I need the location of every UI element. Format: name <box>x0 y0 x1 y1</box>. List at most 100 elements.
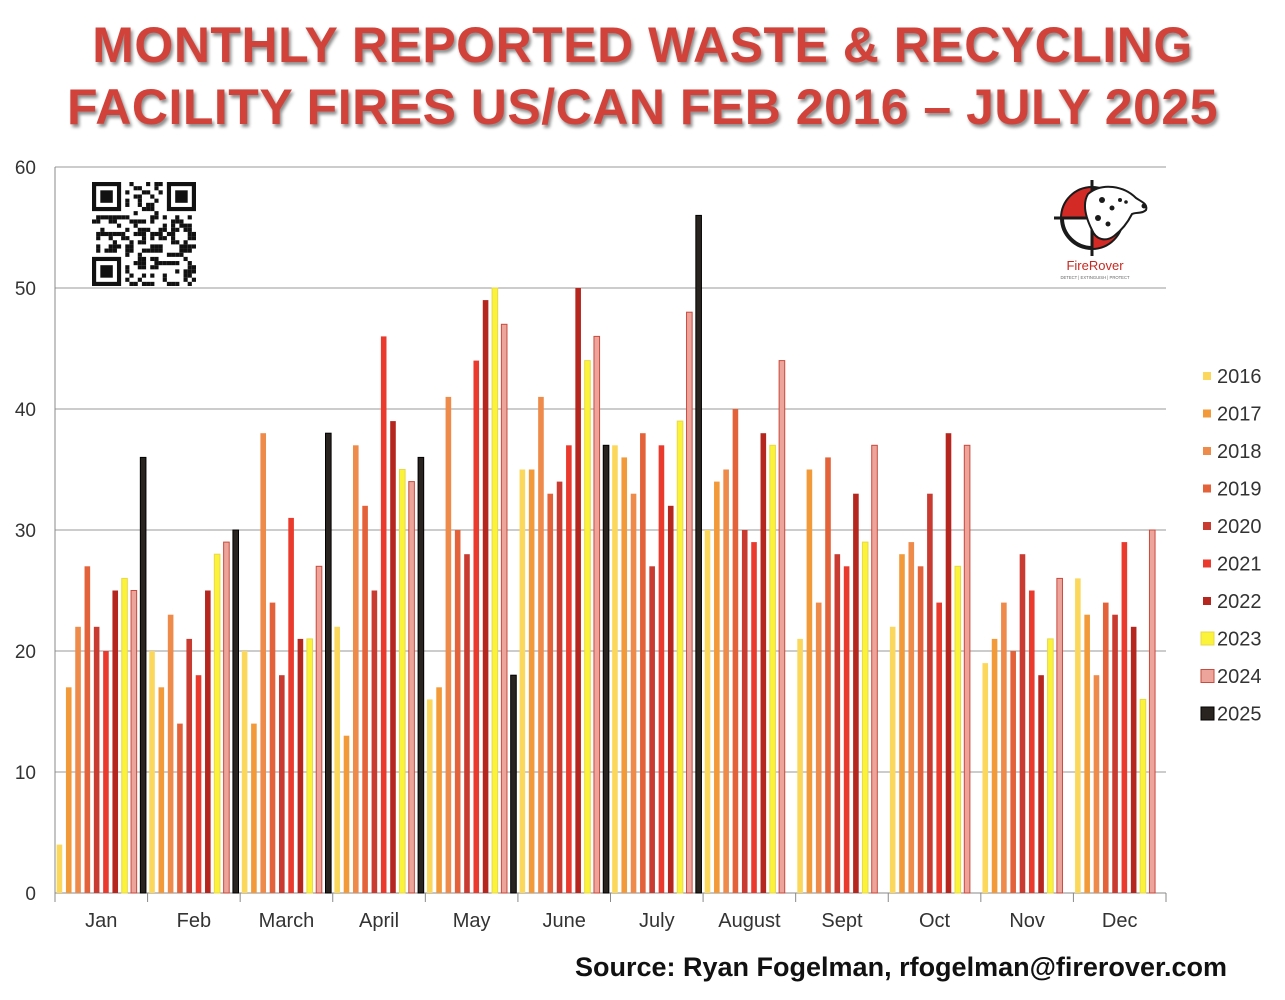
bar-march-2019 <box>269 602 276 893</box>
bar-sept-2017 <box>806 469 813 893</box>
bar-dec-2023 <box>1139 698 1147 894</box>
chart-title: MONTHLY REPORTED WASTE & RECYCLING FACIL… <box>0 14 1285 138</box>
legend-swatch-2016 <box>1203 372 1211 380</box>
chart-title-line-2: FACILITY FIRES US/CAN FEB 2016 – JULY 20… <box>66 79 1219 135</box>
bar-jan-2019 <box>84 566 91 893</box>
bar-march-2022 <box>297 638 304 893</box>
legend-label-2024: 2024 <box>1217 666 1262 688</box>
bar-march-2025 <box>325 432 332 894</box>
bar-may-2018 <box>445 396 452 893</box>
bar-feb-2020 <box>186 638 193 893</box>
bar-oct-2020 <box>927 493 933 893</box>
bar-june-2025 <box>602 444 610 894</box>
bar-march-2017 <box>251 723 257 893</box>
bar-june-2023 <box>584 360 591 894</box>
legend-swatch-2025 <box>1200 706 1215 721</box>
x-tick-label: July <box>639 910 675 932</box>
bar-april-2019 <box>362 505 368 893</box>
bar-feb-2016 <box>149 651 155 893</box>
bar-nov-2020 <box>1019 554 1026 893</box>
bar-april-2018 <box>352 445 359 893</box>
bar-may-2022 <box>482 300 489 894</box>
bar-july-2018 <box>630 493 637 893</box>
bar-jan-2025 <box>139 456 147 894</box>
x-tick-label: April <box>359 910 399 932</box>
x-tick-label: Dec <box>1102 910 1138 932</box>
bar-sept-2022 <box>853 493 859 893</box>
source-credit: Source: Ryan Fogelman, rfogelman@firerov… <box>575 952 1227 982</box>
bar-feb-2021 <box>195 675 202 893</box>
y-tick-label: 40 <box>15 400 36 421</box>
bar-july-2016 <box>612 445 618 893</box>
bar-may-2019 <box>454 530 461 893</box>
bar-august-2021 <box>751 542 757 893</box>
bar-nov-2023 <box>1047 638 1054 894</box>
bar-june-2018 <box>538 396 544 893</box>
bar-august-2017 <box>714 481 720 893</box>
bar-august-2020 <box>741 530 748 893</box>
y-tick-label: 60 <box>15 158 36 179</box>
logo-name: FireRover <box>1066 258 1124 273</box>
legend-label-2019: 2019 <box>1217 479 1262 501</box>
bar-april-2016 <box>334 626 340 893</box>
bar-march-2023 <box>306 638 314 894</box>
y-tick-label: 10 <box>15 763 36 784</box>
bar-april-2021 <box>380 336 387 893</box>
bar-jan-2022 <box>112 590 119 893</box>
legend-swatch-2024 <box>1200 669 1215 683</box>
bar-may-2016 <box>426 699 433 893</box>
bar-august-2016 <box>704 530 711 893</box>
bar-jan-2023 <box>121 577 128 894</box>
bar-august-2019 <box>732 409 739 893</box>
legend-label-2018: 2018 <box>1217 441 1262 463</box>
bar-march-2020 <box>279 675 285 893</box>
bar-nov-2019 <box>1010 651 1016 893</box>
bar-march-2024 <box>315 565 323 894</box>
bar-dec-2018 <box>1093 675 1100 893</box>
bar-may-2024 <box>500 323 508 894</box>
bar-dec-2021 <box>1121 542 1128 893</box>
bar-dec-2017 <box>1084 614 1090 893</box>
x-tick-label: June <box>543 910 586 932</box>
bar-june-2016 <box>519 469 526 893</box>
bar-sept-2018 <box>815 602 822 893</box>
bar-june-2020 <box>556 481 563 893</box>
bar-may-2017 <box>436 687 442 893</box>
qr-code-icon <box>92 182 196 286</box>
bar-sept-2020 <box>834 554 841 893</box>
legend-swatch-2017 <box>1203 409 1211 418</box>
bar-april-2017 <box>343 735 350 893</box>
bar-april-2020 <box>371 590 378 893</box>
bar-oct-2021 <box>936 602 942 893</box>
dalmatian-crosshair-icon <box>1054 180 1148 256</box>
bar-june-2019 <box>547 493 554 893</box>
bar-april-2025 <box>417 456 425 894</box>
bar-oct-2018 <box>908 542 915 893</box>
bar-sept-2019 <box>825 457 831 893</box>
bar-nov-2016 <box>982 663 989 893</box>
bar-dec-2016 <box>1075 578 1081 893</box>
legend-label-2017: 2017 <box>1217 404 1262 426</box>
bar-july-2021 <box>658 445 665 893</box>
bar-feb-2017 <box>158 687 165 893</box>
x-tick-label: Oct <box>919 910 951 932</box>
bar-nov-2021 <box>1028 590 1035 893</box>
bar-sept-2023 <box>861 541 869 894</box>
bar-feb-2019 <box>177 723 183 893</box>
bar-sept-2024 <box>871 444 878 894</box>
bar-august-2022 <box>760 433 767 893</box>
bar-jan-2020 <box>93 626 100 893</box>
bar-oct-2024 <box>963 444 971 894</box>
legend-label-2023: 2023 <box>1217 629 1262 651</box>
bar-feb-2024 <box>223 541 230 894</box>
bar-may-2025 <box>510 674 517 894</box>
bar-nov-2018 <box>1001 602 1007 893</box>
x-tick-label: Feb <box>177 910 211 932</box>
bar-jan-2018 <box>75 626 81 893</box>
bar-feb-2023 <box>213 553 221 894</box>
bar-june-2024 <box>593 335 601 894</box>
bar-oct-2023 <box>954 565 962 894</box>
legend-label-2016: 2016 <box>1217 366 1262 388</box>
bar-nov-2022 <box>1038 675 1044 893</box>
